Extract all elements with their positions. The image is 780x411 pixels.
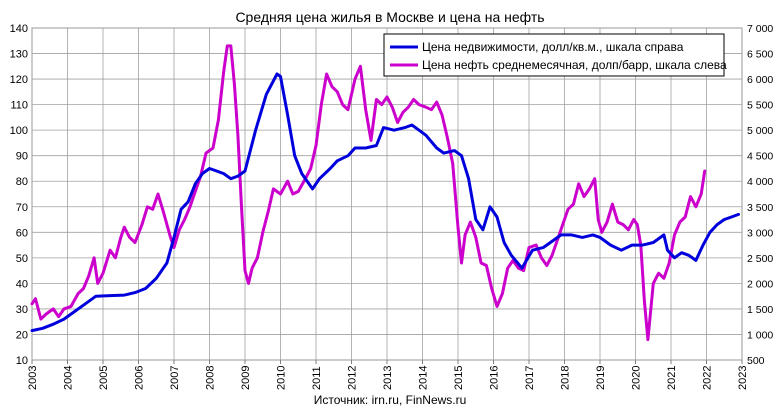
x-tick-label: 2022 xyxy=(702,366,714,390)
source-note: Источник: irn.ru, FinNews.ru xyxy=(314,393,467,407)
right-tick-label: 4 500 xyxy=(747,151,773,163)
right-axis: 500 1 000 1 500 2 000 2 500 3 000 3 500 4 000 4 … xyxy=(747,23,773,367)
x-tick-label: 2008 xyxy=(205,366,217,390)
left-axis: 10 20 30 40 50 60 70 80 90 100 110 120 130 140 xyxy=(10,23,28,367)
left-tick-label: 70 xyxy=(16,202,28,214)
x-tick-label: 2006 xyxy=(134,366,146,390)
right-tick-label: 5 500 xyxy=(747,100,773,112)
right-tick-label: 4 000 xyxy=(747,176,773,188)
x-tick-label: 2012 xyxy=(347,366,359,390)
left-tick-label: 10 xyxy=(16,355,28,367)
x-tick-label: 2005 xyxy=(98,366,110,390)
left-tick-label: 60 xyxy=(16,227,28,239)
right-tick-label: 1 500 xyxy=(747,304,773,316)
x-tick-label: 2020 xyxy=(631,366,643,390)
x-tick-label: 2009 xyxy=(240,366,252,390)
series-layer xyxy=(30,44,740,342)
left-tick-label: 80 xyxy=(16,176,28,188)
left-tick-label: 140 xyxy=(10,23,28,35)
right-tick-label: 6 000 xyxy=(747,74,773,86)
x-tick-label: 2023 xyxy=(737,366,749,390)
x-tick-label: 2017 xyxy=(524,366,536,390)
left-tick-label: 120 xyxy=(10,74,28,86)
x-tick-label: 2013 xyxy=(382,366,394,390)
right-tick-label: 3 000 xyxy=(747,227,773,239)
legend-box xyxy=(383,33,725,77)
x-tick-label: 2004 xyxy=(63,366,75,390)
x-tick-label: 2007 xyxy=(169,366,181,390)
series-line-real-estate xyxy=(30,72,740,333)
legend-label-oil: Цена нефть среднемесячная, долп/барр, шк… xyxy=(422,58,727,72)
left-tick-label: 20 xyxy=(16,329,28,341)
x-tick-label: 2019 xyxy=(595,366,607,390)
x-axis: 2003 2004 2005 2006 2007 2008 2009 2010 2011 2012… xyxy=(27,360,749,390)
right-tick-label: 7 000 xyxy=(747,23,773,35)
x-tick-label: 2016 xyxy=(489,366,501,390)
left-tick-label: 30 xyxy=(16,304,28,316)
left-tick-label: 90 xyxy=(16,151,28,163)
left-tick-label: 40 xyxy=(16,278,28,290)
left-tick-label: 100 xyxy=(10,125,28,137)
x-tick-label: 2021 xyxy=(666,366,678,390)
right-tick-label: 6 500 xyxy=(747,49,773,61)
right-tick-label: 2 500 xyxy=(747,253,773,265)
left-tick-label: 110 xyxy=(10,100,28,112)
left-tick-label: 130 xyxy=(10,49,28,61)
gridlines xyxy=(31,27,743,361)
x-tick-label: 2011 xyxy=(311,366,323,390)
right-tick-label: 500 xyxy=(747,355,765,367)
x-tick-label: 2014 xyxy=(418,366,430,390)
right-tick-label: 5 000 xyxy=(747,125,773,137)
x-tick-label: 2018 xyxy=(560,366,572,390)
left-tick-label: 50 xyxy=(16,253,28,265)
legend-label-real-estate: Цена недвижимости, долл/кв.м., шкала спр… xyxy=(422,40,684,54)
series-line-oil xyxy=(30,44,707,342)
plot-area xyxy=(30,27,743,361)
x-tick-label: 2010 xyxy=(276,366,288,390)
right-tick-label: 2 000 xyxy=(747,278,773,290)
x-tick-label: 2015 xyxy=(453,366,465,390)
right-tick-label: 1 000 xyxy=(747,329,773,341)
x-tick-label: 2003 xyxy=(27,366,39,390)
legend: Цена недвижимости, долл/кв.м., шкала спр… xyxy=(383,33,727,77)
chart-title: Средняя цена жилья в Москве и цена на не… xyxy=(235,9,544,25)
right-tick-label: 3 500 xyxy=(747,202,773,214)
